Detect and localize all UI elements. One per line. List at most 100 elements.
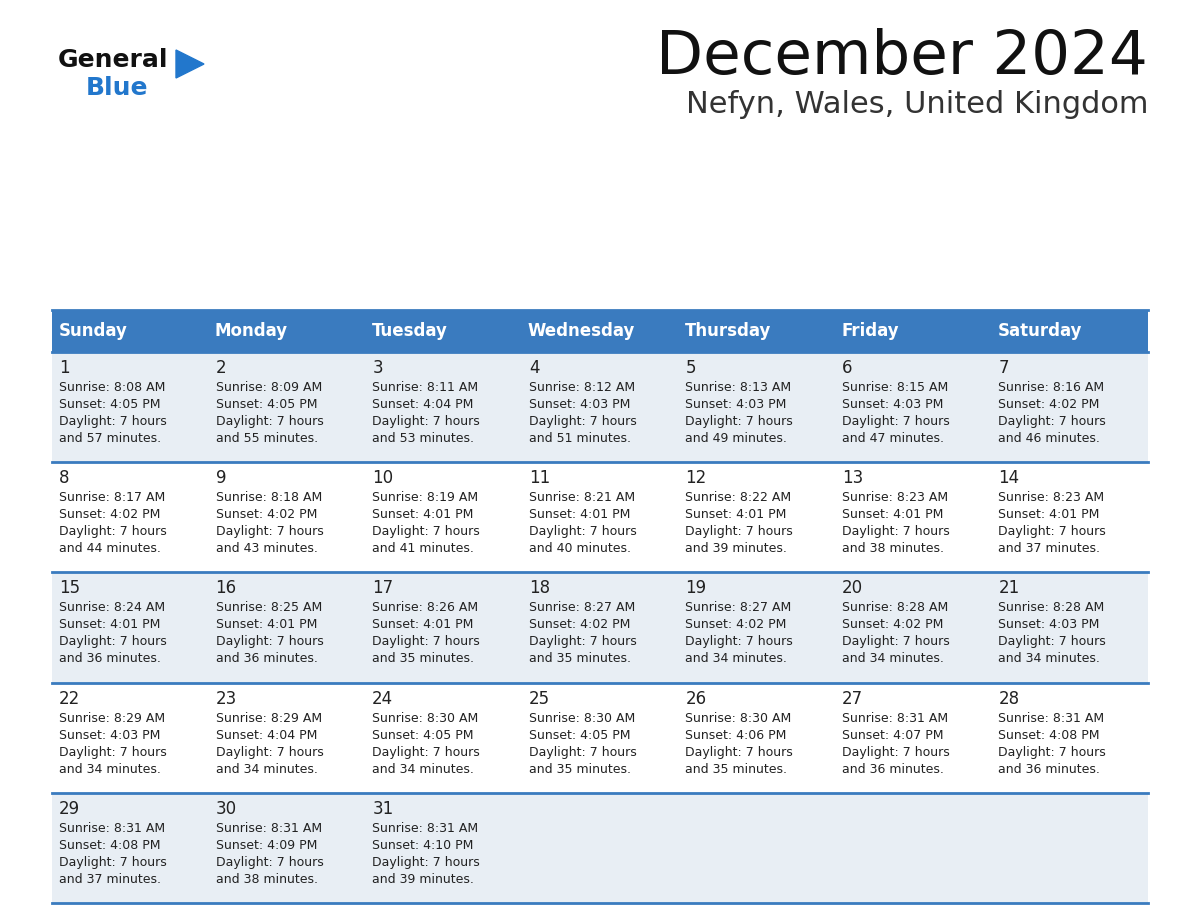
Text: 15: 15 — [59, 579, 80, 598]
Text: and 40 minutes.: and 40 minutes. — [529, 543, 631, 555]
Text: Sunrise: 8:19 AM: Sunrise: 8:19 AM — [372, 491, 479, 504]
Text: Blue: Blue — [86, 76, 148, 100]
Text: and 34 minutes.: and 34 minutes. — [998, 653, 1100, 666]
Text: Sunrise: 8:15 AM: Sunrise: 8:15 AM — [842, 381, 948, 394]
Text: Sunset: 4:01 PM: Sunset: 4:01 PM — [842, 509, 943, 521]
Text: Daylight: 7 hours: Daylight: 7 hours — [215, 415, 323, 428]
Text: Sunrise: 8:31 AM: Sunrise: 8:31 AM — [59, 822, 165, 834]
Text: and 35 minutes.: and 35 minutes. — [529, 763, 631, 776]
Text: Sunset: 4:01 PM: Sunset: 4:01 PM — [685, 509, 786, 521]
Text: Sunrise: 8:25 AM: Sunrise: 8:25 AM — [215, 601, 322, 614]
Text: 17: 17 — [372, 579, 393, 598]
Text: Sunrise: 8:28 AM: Sunrise: 8:28 AM — [842, 601, 948, 614]
Text: 10: 10 — [372, 469, 393, 487]
Text: 23: 23 — [215, 689, 236, 708]
Text: Sunset: 4:08 PM: Sunset: 4:08 PM — [59, 839, 160, 852]
Text: Sunrise: 8:08 AM: Sunrise: 8:08 AM — [59, 381, 165, 394]
Bar — [52, 310, 1148, 352]
Text: 12: 12 — [685, 469, 707, 487]
Text: 29: 29 — [59, 800, 80, 818]
Text: Sunset: 4:02 PM: Sunset: 4:02 PM — [998, 398, 1100, 411]
Text: 31: 31 — [372, 800, 393, 818]
Text: Daylight: 7 hours: Daylight: 7 hours — [685, 525, 794, 538]
Text: Sunrise: 8:31 AM: Sunrise: 8:31 AM — [998, 711, 1105, 724]
Text: 7: 7 — [998, 359, 1009, 377]
Text: Sunrise: 8:18 AM: Sunrise: 8:18 AM — [215, 491, 322, 504]
Text: Sunset: 4:03 PM: Sunset: 4:03 PM — [59, 729, 160, 742]
Text: Sunrise: 8:30 AM: Sunrise: 8:30 AM — [372, 711, 479, 724]
Text: Sunday: Sunday — [58, 322, 127, 340]
Text: 20: 20 — [842, 579, 862, 598]
Text: Sunrise: 8:17 AM: Sunrise: 8:17 AM — [59, 491, 165, 504]
Text: Daylight: 7 hours: Daylight: 7 hours — [372, 525, 480, 538]
Text: Daylight: 7 hours: Daylight: 7 hours — [372, 745, 480, 758]
Text: Sunrise: 8:24 AM: Sunrise: 8:24 AM — [59, 601, 165, 614]
Text: Sunset: 4:02 PM: Sunset: 4:02 PM — [215, 509, 317, 521]
Text: and 53 minutes.: and 53 minutes. — [372, 432, 474, 445]
Text: Sunset: 4:05 PM: Sunset: 4:05 PM — [59, 398, 160, 411]
Bar — [52, 462, 1148, 573]
Text: Sunrise: 8:30 AM: Sunrise: 8:30 AM — [529, 711, 636, 724]
Text: Friday: Friday — [841, 322, 899, 340]
Text: 25: 25 — [529, 689, 550, 708]
Text: Sunrise: 8:29 AM: Sunrise: 8:29 AM — [215, 711, 322, 724]
Text: Sunrise: 8:30 AM: Sunrise: 8:30 AM — [685, 711, 791, 724]
Text: Sunset: 4:06 PM: Sunset: 4:06 PM — [685, 729, 786, 742]
Text: Daylight: 7 hours: Daylight: 7 hours — [685, 635, 794, 648]
Text: and 35 minutes.: and 35 minutes. — [685, 763, 788, 776]
Text: 30: 30 — [215, 800, 236, 818]
Text: 26: 26 — [685, 689, 707, 708]
Text: and 34 minutes.: and 34 minutes. — [842, 653, 943, 666]
Text: and 35 minutes.: and 35 minutes. — [372, 653, 474, 666]
Text: Sunrise: 8:23 AM: Sunrise: 8:23 AM — [998, 491, 1105, 504]
Text: Daylight: 7 hours: Daylight: 7 hours — [998, 745, 1106, 758]
Text: and 39 minutes.: and 39 minutes. — [372, 873, 474, 886]
Bar — [52, 683, 1148, 793]
Text: 3: 3 — [372, 359, 383, 377]
Text: 14: 14 — [998, 469, 1019, 487]
Bar — [52, 352, 1148, 462]
Text: Sunrise: 8:09 AM: Sunrise: 8:09 AM — [215, 381, 322, 394]
Text: Sunset: 4:02 PM: Sunset: 4:02 PM — [685, 619, 786, 632]
Text: Sunset: 4:03 PM: Sunset: 4:03 PM — [998, 619, 1100, 632]
Text: Sunset: 4:01 PM: Sunset: 4:01 PM — [215, 619, 317, 632]
Text: Daylight: 7 hours: Daylight: 7 hours — [998, 635, 1106, 648]
Text: Daylight: 7 hours: Daylight: 7 hours — [372, 635, 480, 648]
Text: Daylight: 7 hours: Daylight: 7 hours — [59, 525, 166, 538]
Text: Sunrise: 8:16 AM: Sunrise: 8:16 AM — [998, 381, 1105, 394]
Text: Sunrise: 8:13 AM: Sunrise: 8:13 AM — [685, 381, 791, 394]
Text: and 57 minutes.: and 57 minutes. — [59, 432, 162, 445]
Text: Sunrise: 8:27 AM: Sunrise: 8:27 AM — [529, 601, 636, 614]
Text: 11: 11 — [529, 469, 550, 487]
Text: Daylight: 7 hours: Daylight: 7 hours — [842, 415, 949, 428]
Text: Sunset: 4:01 PM: Sunset: 4:01 PM — [372, 619, 474, 632]
Text: and 41 minutes.: and 41 minutes. — [372, 543, 474, 555]
Text: and 37 minutes.: and 37 minutes. — [998, 543, 1100, 555]
Text: Sunset: 4:05 PM: Sunset: 4:05 PM — [529, 729, 631, 742]
Bar — [52, 793, 1148, 903]
Text: Sunset: 4:04 PM: Sunset: 4:04 PM — [215, 729, 317, 742]
Text: Sunset: 4:10 PM: Sunset: 4:10 PM — [372, 839, 474, 852]
Text: Sunset: 4:02 PM: Sunset: 4:02 PM — [529, 619, 630, 632]
Bar — [52, 573, 1148, 683]
Text: Daylight: 7 hours: Daylight: 7 hours — [59, 745, 166, 758]
Text: and 34 minutes.: and 34 minutes. — [215, 763, 317, 776]
Text: Sunrise: 8:26 AM: Sunrise: 8:26 AM — [372, 601, 479, 614]
Text: and 44 minutes.: and 44 minutes. — [59, 543, 160, 555]
Text: 18: 18 — [529, 579, 550, 598]
Text: Wednesday: Wednesday — [527, 322, 636, 340]
Text: Sunrise: 8:22 AM: Sunrise: 8:22 AM — [685, 491, 791, 504]
Text: Sunset: 4:08 PM: Sunset: 4:08 PM — [998, 729, 1100, 742]
Text: Daylight: 7 hours: Daylight: 7 hours — [215, 856, 323, 868]
Text: and 36 minutes.: and 36 minutes. — [59, 653, 160, 666]
Text: Sunrise: 8:21 AM: Sunrise: 8:21 AM — [529, 491, 634, 504]
Text: Sunset: 4:01 PM: Sunset: 4:01 PM — [59, 619, 160, 632]
Text: Sunset: 4:01 PM: Sunset: 4:01 PM — [998, 509, 1100, 521]
Text: December 2024: December 2024 — [656, 28, 1148, 87]
Text: Sunset: 4:03 PM: Sunset: 4:03 PM — [529, 398, 630, 411]
Text: Daylight: 7 hours: Daylight: 7 hours — [59, 856, 166, 868]
Text: 22: 22 — [59, 689, 81, 708]
Text: and 55 minutes.: and 55 minutes. — [215, 432, 317, 445]
Text: and 46 minutes.: and 46 minutes. — [998, 432, 1100, 445]
Polygon shape — [176, 50, 204, 78]
